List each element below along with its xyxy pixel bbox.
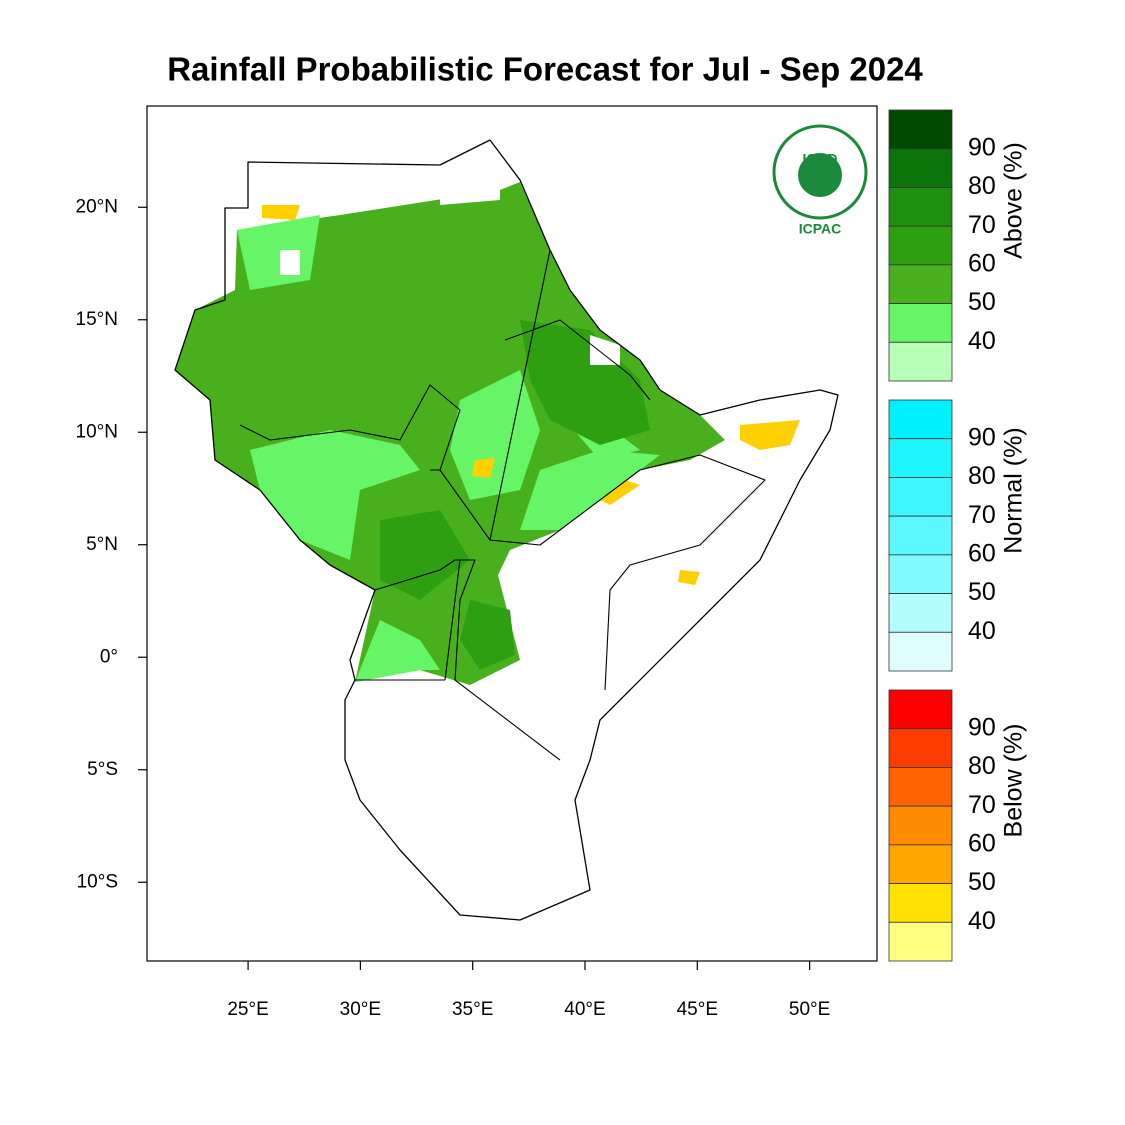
legend-tick-label: 50 <box>968 578 996 606</box>
legend-swatch <box>888 477 953 517</box>
y-tick-label: 20°N <box>76 196 118 217</box>
y-tick-label: 10°S <box>77 871 118 892</box>
region-outline <box>174 139 839 921</box>
x-tick-label: 45°E <box>677 999 718 1020</box>
legend-tick-label: 90 <box>968 713 996 741</box>
legend-swatch <box>888 728 953 768</box>
legend-tick-label: 80 <box>968 752 996 780</box>
country-borders <box>239 249 766 761</box>
legend-swatch <box>888 264 953 304</box>
legend-tick-label: 90 <box>968 423 996 451</box>
legend-swatch <box>888 303 953 343</box>
y-tick-label: 0° <box>100 646 118 667</box>
legend-tick-label: 70 <box>968 791 996 819</box>
legend-tick-label: 40 <box>968 907 996 935</box>
darker-green-patch <box>380 320 650 670</box>
y-tick-label: 10°N <box>76 421 118 442</box>
x-tick-label: 35°E <box>452 999 493 1020</box>
y-tick-label: 5°S <box>87 759 118 780</box>
legend-title: Below (%) <box>1000 724 1028 838</box>
legend-tick-label: 60 <box>968 249 996 277</box>
y-tick-label: 5°N <box>86 534 118 555</box>
legend-tick-label: 60 <box>968 829 996 857</box>
logo-name: IGAD <box>803 151 838 167</box>
legend-swatch <box>888 187 953 227</box>
legend-tick-label: 60 <box>968 539 996 567</box>
legend-swatch <box>888 805 953 846</box>
legend-swatch <box>888 844 953 884</box>
map <box>174 139 839 921</box>
legend-swatch <box>888 225 953 266</box>
legend-swatch <box>888 921 953 962</box>
logo: IGAD ICPAC <box>772 124 868 237</box>
x-tick-label: 40°E <box>564 999 605 1020</box>
legend-swatch <box>888 631 953 672</box>
legend-swatch <box>888 515 953 556</box>
x-tick-label: 25°E <box>227 999 268 1020</box>
legend-tick-label: 40 <box>968 617 996 645</box>
legend-swatch <box>888 689 953 730</box>
legend-tick-label: 50 <box>968 288 996 316</box>
legend-tick-label: 70 <box>968 211 996 239</box>
legend-swatch <box>888 399 953 440</box>
legend-tick-label: 80 <box>968 462 996 490</box>
x-tick-label: 50°E <box>789 999 830 1020</box>
logo-emblem <box>798 153 842 197</box>
no-signal-patch <box>250 175 620 365</box>
legend-title: Normal (%) <box>1000 427 1028 553</box>
legend-swatch <box>888 593 953 633</box>
legend-swatch <box>888 109 953 150</box>
legend-swatch <box>888 767 953 807</box>
legend-tick-label: 80 <box>968 172 996 200</box>
legend-tick-label: 70 <box>968 501 996 529</box>
legend-swatch <box>888 883 953 923</box>
light-green-patch <box>237 215 660 682</box>
legend-swatch <box>888 438 953 478</box>
legend-tick-label: 40 <box>968 327 996 355</box>
legend-tick-label: 90 <box>968 133 996 161</box>
legend-title: Above (%) <box>1000 142 1028 259</box>
legend-swatch <box>888 341 953 382</box>
logo-caption: ICPAC <box>799 221 842 237</box>
legend-tick-label: 50 <box>968 868 996 896</box>
title: Rainfall Probabilistic Forecast for Jul … <box>167 51 923 88</box>
above-normal-area <box>175 182 725 685</box>
legend-swatch <box>888 554 953 594</box>
legend-swatch <box>888 148 953 188</box>
x-tick-label: 30°E <box>340 999 381 1020</box>
y-tick-label: 15°N <box>76 309 118 330</box>
